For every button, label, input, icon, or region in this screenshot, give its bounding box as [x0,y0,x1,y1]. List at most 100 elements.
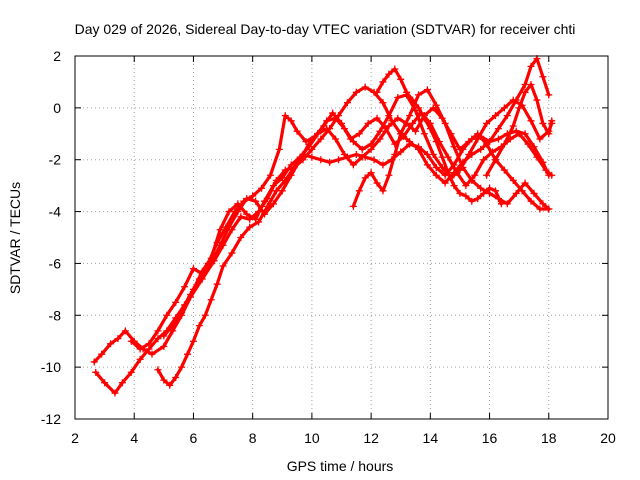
data-point [317,156,325,164]
data-point [249,192,257,200]
data-point [548,171,556,179]
data-point [181,283,189,291]
data-point [293,127,301,135]
data-point [515,104,523,112]
data-point [145,340,153,348]
data-point [432,163,440,171]
data-point [521,81,529,89]
data-point [450,143,458,151]
series-track-1 [90,55,553,366]
series-line [375,67,503,206]
data-point [453,169,461,177]
data-point [121,327,129,335]
x-tick-label: 10 [304,430,320,446]
data-point [355,130,363,138]
data-point [385,122,393,130]
data-point [409,119,417,127]
x-tick-label: 14 [423,430,439,446]
data-point [515,130,523,138]
data-point [491,112,499,120]
data-point [379,78,387,86]
chart-title: Day 029 of 2026, Sidereal Day-to-day VTE… [75,21,576,37]
series-line [92,56,551,364]
data-point [252,197,260,205]
data-point [486,184,494,192]
data-point [189,265,197,273]
data-point [480,156,488,164]
data-point [308,153,316,161]
series-track-8 [483,81,556,179]
data-point [160,376,168,384]
data-point [491,156,499,164]
series-line [351,88,551,211]
data-point [521,88,529,96]
data-point [444,153,452,161]
data-point [364,119,372,127]
data-point [483,140,491,148]
data-point [189,337,197,345]
data-point [414,91,422,99]
data-point [338,119,345,127]
data-point [545,91,553,99]
data-point [500,140,508,148]
y-tick-label: 0 [53,100,61,116]
data-point [275,145,283,153]
data-point [216,241,224,249]
data-point [352,151,360,159]
data-point [385,171,393,179]
data-point [548,117,556,125]
data-point [500,104,508,112]
data-point [305,140,313,148]
data-point [533,96,541,104]
data-point [111,389,119,397]
x-tick-label: 6 [190,430,198,446]
data-point [423,161,431,169]
data-point [471,171,479,179]
data-point [459,163,467,171]
data-point [477,184,485,192]
data-point [148,350,156,358]
data-point [272,187,280,195]
x-axis-label: GPS time / hours [287,458,394,474]
x-tick-label: 20 [600,430,616,446]
series-line [129,106,551,351]
data-point [494,135,502,143]
data-point [465,151,473,159]
data-point [172,374,180,382]
data-point [420,130,428,138]
data-point [409,96,417,104]
data-point [483,119,491,127]
data-point [391,65,399,73]
y-tick-label: -6 [49,255,62,271]
data-point [266,171,274,179]
data-point [539,119,547,127]
x-tick-label: 12 [363,430,379,446]
plot-frame [74,55,609,420]
data-point [542,166,550,174]
data-point [412,127,420,135]
data-point [317,135,325,143]
data-point [207,259,215,267]
data-point [178,363,186,371]
data-point [536,205,544,213]
data-point [379,187,387,195]
data-point [127,368,135,376]
data-point [335,156,343,164]
data-point [114,335,122,343]
data-point [536,135,544,143]
data-point [195,275,203,283]
data-point [246,223,254,231]
data-point [429,151,437,159]
data-point [512,189,520,197]
data-point [92,368,100,376]
data-point [154,327,162,335]
data-point [201,311,209,319]
data-point [166,381,174,389]
data-point [527,81,535,89]
data-point [376,127,384,135]
data-point [468,176,476,184]
data-point [367,169,375,177]
data-point [420,114,428,122]
data-point [385,70,393,78]
data-point [243,210,251,218]
